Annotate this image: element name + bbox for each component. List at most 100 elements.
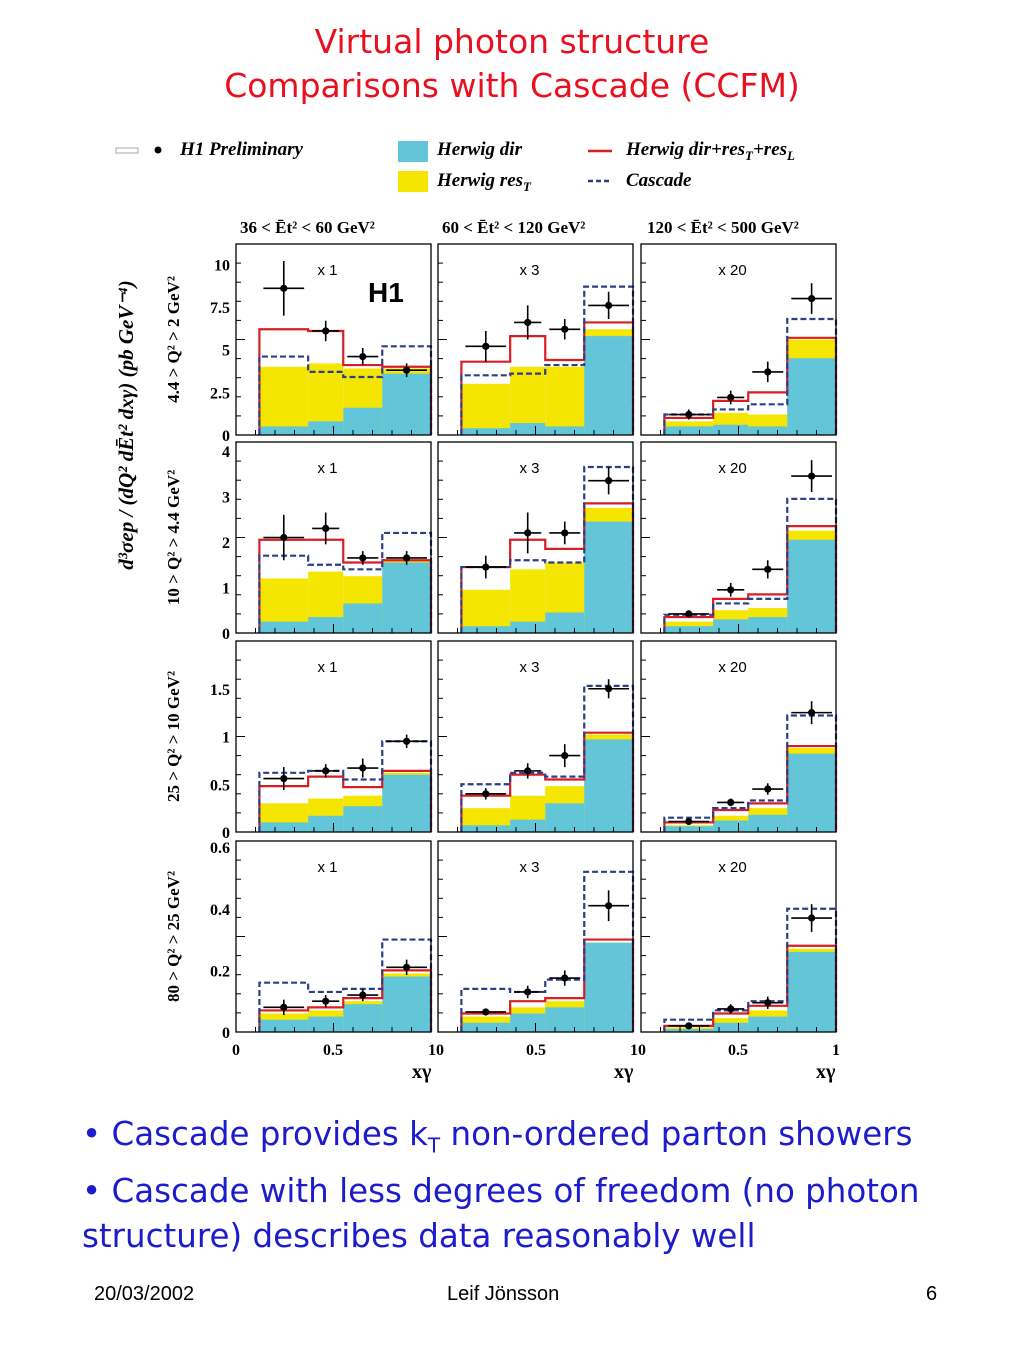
data-point	[561, 974, 569, 982]
legend-cascade-label: Cascade	[626, 170, 692, 191]
res-t-bar	[461, 383, 511, 435]
scale-label: x 1	[317, 262, 337, 279]
cascade-line	[460, 285, 635, 435]
legend-data-box	[115, 147, 139, 154]
data-point	[359, 554, 367, 562]
data-point	[605, 477, 613, 485]
herwig-total-line	[460, 321, 635, 435]
dir-bar	[545, 803, 585, 832]
data-point	[764, 999, 772, 1007]
data-point	[524, 529, 532, 537]
x-tick-label: 10	[630, 1042, 646, 1059]
dir-bar	[259, 621, 309, 633]
y-tick-label: 10	[214, 257, 230, 274]
footer-author: Leif Jönsson	[447, 1283, 560, 1305]
res-t-bar	[259, 366, 309, 435]
dir-bar	[510, 423, 546, 435]
legend-data-marker	[154, 146, 162, 154]
x-tick-label: 0.5	[526, 1042, 546, 1059]
herwig-total-line	[258, 538, 433, 633]
dir-bar	[259, 426, 309, 435]
cascade-line	[258, 938, 433, 1032]
dir-bar	[664, 1028, 714, 1032]
data-point	[605, 902, 613, 910]
panel-r2-c2: x 3	[437, 441, 635, 634]
column-headers: 36 < Ēt² < 60 GeV² 60 < Ēt² < 120 GeV² 1…	[240, 218, 799, 237]
data-point	[403, 366, 411, 374]
dir-bar	[787, 358, 836, 435]
dir-bar	[259, 1019, 309, 1032]
res-t-bar	[461, 589, 511, 633]
data-point	[524, 767, 532, 775]
x-tick-label: 10	[428, 1042, 444, 1059]
y-axis-label: d³σep / (dQ² dĒt² dxγ) (pb GeV⁻⁴)	[114, 280, 138, 569]
scale-label: x 3	[519, 659, 539, 676]
data-point	[808, 472, 816, 480]
dir-bar	[308, 617, 344, 633]
cascade-line	[663, 497, 838, 633]
data-point	[808, 914, 816, 922]
y-tick-label: 0	[222, 1025, 230, 1042]
dir-bar	[713, 820, 749, 832]
bullet-1: • Cascade provides kT non-ordered parton…	[82, 1112, 1012, 1169]
dir-bar	[308, 421, 344, 435]
legend-res-t-swatch	[398, 171, 428, 192]
dir-bar	[382, 976, 431, 1032]
dir-bar	[748, 1016, 788, 1032]
column-header-3: 120 < Ēt² < 500 GeV²	[647, 218, 799, 237]
dir-bar	[713, 1022, 749, 1032]
slide-title-line2: Comparisons with Cascade (CCFM)	[224, 66, 800, 105]
cascade-line	[258, 345, 433, 435]
y-tick-label: 1	[222, 730, 230, 747]
column-header-2: 60 < Ēt² < 120 GeV²	[442, 218, 585, 237]
column-header-1: 36 < Ēt² < 60 GeV²	[240, 218, 375, 237]
x-axis-label-3: xγ	[816, 1061, 836, 1083]
dir-bar	[461, 626, 511, 633]
panel-r4-c1: x 1	[235, 840, 433, 1033]
dir-bar	[664, 426, 714, 435]
dir-bar	[510, 621, 546, 633]
y-tick-label: 2.5	[210, 385, 230, 402]
data-point	[727, 586, 735, 594]
data-point	[403, 963, 411, 971]
y-tick-label: 0.6	[210, 840, 230, 857]
data-point	[403, 554, 411, 562]
x-axis-label-1: xγ	[412, 1061, 432, 1083]
scale-label: x 1	[317, 859, 337, 876]
dir-bar	[343, 806, 383, 832]
dir-bar	[382, 562, 431, 633]
dir-bar	[713, 424, 749, 435]
data-point	[482, 790, 490, 798]
h1-cross-section-figure: H1 Preliminary Herwig dir Herwig resT He…	[114, 139, 840, 1083]
data-point	[280, 533, 288, 542]
scale-label: x 20	[718, 460, 746, 477]
dir-bar	[748, 426, 788, 435]
dir-bar	[382, 774, 431, 832]
scale-label: x 3	[519, 460, 539, 477]
data-point	[764, 785, 772, 793]
data-point	[524, 988, 532, 996]
scale-label: x 3	[519, 859, 539, 876]
dir-bar	[787, 951, 836, 1032]
data-point	[359, 352, 367, 361]
y-tick-label: 0.4	[210, 902, 230, 919]
data-point	[727, 393, 735, 402]
scale-label: x 1	[317, 659, 337, 676]
panel-r1-c3: x 20	[640, 243, 838, 436]
bullet-2: • Cascade with less degrees of freedom (…	[82, 1171, 920, 1255]
y-tick-label: 2	[222, 535, 230, 552]
scale-label: x 20	[718, 659, 746, 676]
footer-page-number: 6	[926, 1283, 938, 1305]
data-point	[280, 774, 288, 783]
dir-bar	[584, 521, 633, 633]
dir-bar	[308, 1016, 344, 1032]
y-tick-label: 3	[222, 490, 230, 507]
y-tick-label: 0.2	[210, 963, 230, 980]
data-point	[482, 342, 490, 350]
x-tick-label: 0	[232, 1042, 240, 1059]
data-point	[561, 752, 569, 760]
h1-label: H1	[368, 277, 404, 308]
dir-bar	[510, 1013, 546, 1032]
panel-r4-c3: x 20	[640, 840, 838, 1033]
data-point	[561, 325, 569, 333]
